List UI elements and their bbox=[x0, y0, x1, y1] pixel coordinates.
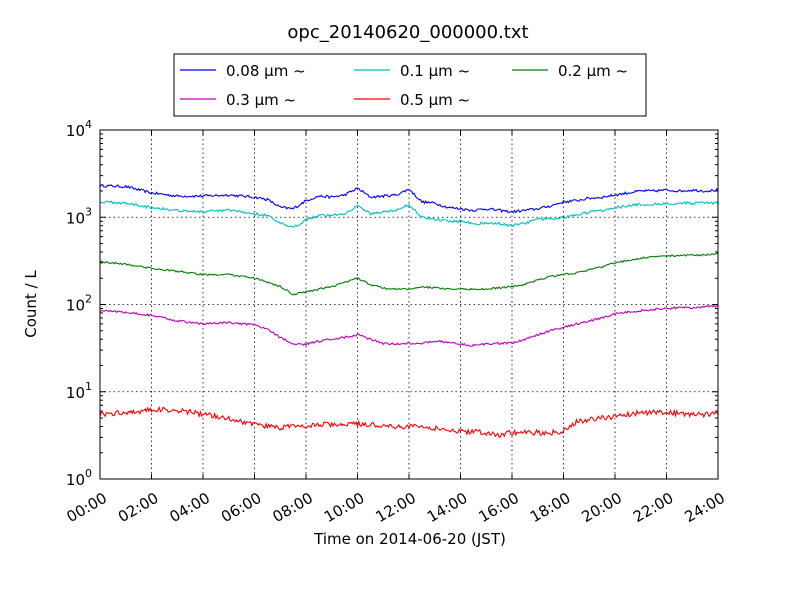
y-axis-label: Count / L bbox=[22, 270, 40, 338]
legend: 0.08 μm ~ 0.1 μm ~ 0.2 μm ~ 0.3 μm ~ 0.5 μm … bbox=[173, 53, 647, 117]
x-tick-label: 02:00 bbox=[115, 489, 161, 526]
y-tick-label: 103 bbox=[66, 205, 92, 227]
x-tick-label: 18:00 bbox=[527, 489, 573, 526]
series-group bbox=[99, 183, 719, 438]
legend-label-1: 0.08 μm ~ bbox=[226, 62, 306, 80]
series-line-4 bbox=[99, 304, 719, 347]
legend-label-4: 0.3 μm ~ bbox=[226, 91, 296, 109]
x-tick-label: 16:00 bbox=[476, 489, 522, 526]
series-line-5 bbox=[99, 405, 719, 438]
x-tick-label: 24:00 bbox=[682, 489, 728, 526]
x-tick-label: 04:00 bbox=[167, 489, 213, 526]
ticks: 00:00 02:00 04:00 06:00 08:00 10:00 12:00 14:00… bbox=[64, 118, 728, 526]
y-tick-label: 101 bbox=[66, 380, 92, 402]
x-tick-label: 08:00 bbox=[270, 489, 316, 526]
legend-box bbox=[173, 53, 647, 117]
y-tick-label: 102 bbox=[66, 293, 92, 315]
chart-title: opc_20140620_000000.txt bbox=[287, 22, 528, 43]
x-tick-label: 12:00 bbox=[373, 489, 419, 526]
y-tick-label: 100 bbox=[66, 467, 92, 489]
x-tick-label: 22:00 bbox=[630, 489, 676, 526]
x-tick-label: 20:00 bbox=[579, 489, 625, 526]
legend-label-3: 0.2 μm ~ bbox=[558, 62, 628, 80]
series-line-1 bbox=[99, 183, 719, 214]
series-line-2 bbox=[99, 200, 719, 228]
x-tick-label: 06:00 bbox=[218, 489, 264, 526]
x-tick-label: 00:00 bbox=[64, 489, 110, 526]
x-axis-label: Time on 2014-06-20 (JST) bbox=[313, 530, 506, 548]
legend-label-2: 0.1 μm ~ bbox=[400, 62, 470, 80]
legend-label-5: 0.5 μm ~ bbox=[400, 91, 470, 109]
y-tick-label: 104 bbox=[66, 118, 92, 140]
x-tick-label: 10:00 bbox=[321, 489, 367, 526]
x-tick-label: 14:00 bbox=[424, 489, 470, 526]
plot-area-frame bbox=[99, 129, 719, 480]
grid bbox=[100, 130, 718, 479]
series-line-3 bbox=[99, 252, 719, 296]
